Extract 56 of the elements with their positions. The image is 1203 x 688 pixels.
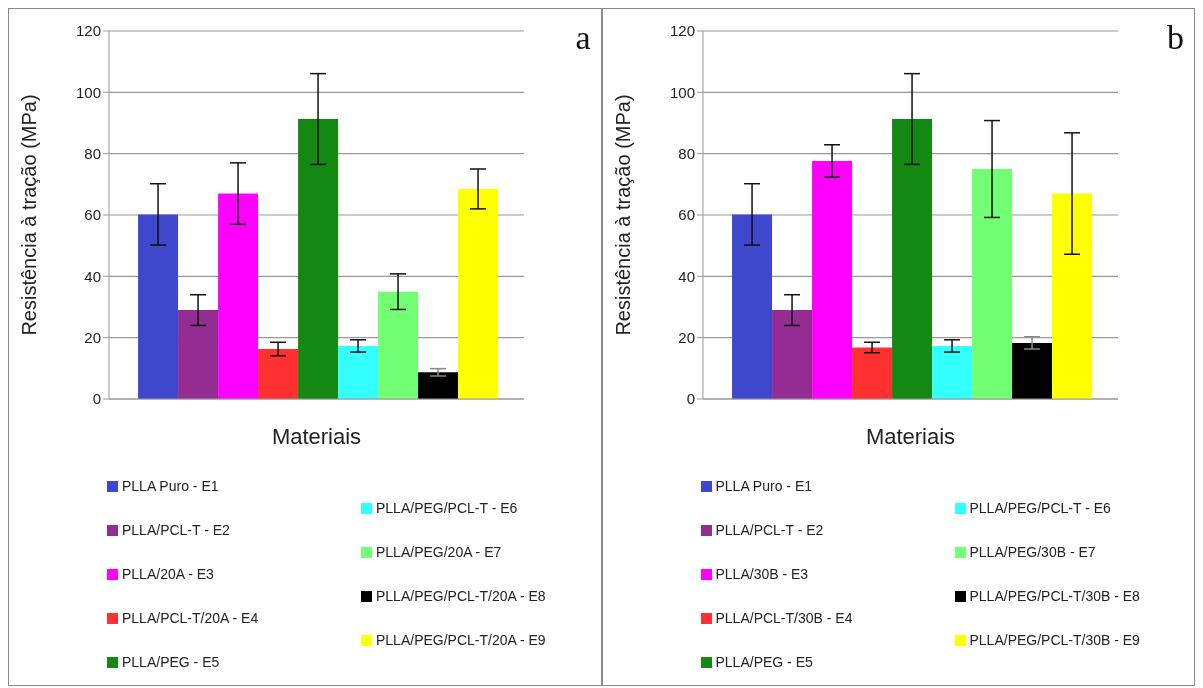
bar [731, 214, 772, 399]
y-tick-label: 60 [677, 206, 695, 224]
legend-label: PLLA/PEG - E5 [122, 654, 220, 670]
bar [811, 161, 852, 399]
y-tick-label: 0 [92, 390, 101, 408]
legend-label: PLLA/PEG/PCL-T/30B - E9 [969, 632, 1140, 648]
y-tick-label: 100 [669, 83, 695, 101]
text: a [575, 19, 591, 57]
bar [178, 310, 219, 399]
y-tick-label: 40 [677, 267, 695, 285]
legend-label: PLLA Puro - E1 [715, 478, 813, 494]
legend-label: PLLA/PCL-T - E2 [715, 522, 824, 538]
legend-label: PLLA/PEG/PCL-T/20A - E9 [376, 632, 546, 648]
y-axis-title: Resistência à tração (MPa) [18, 94, 41, 336]
bar [418, 372, 459, 399]
legend-label: PLLA/30B - E3 [715, 566, 809, 582]
y-tick-label: 20 [677, 328, 695, 346]
bar [891, 119, 932, 399]
legend-label: PLLA/PEG/PCL-T/20A - E8 [376, 588, 546, 604]
bar [931, 345, 972, 399]
y-tick-label: 80 [677, 144, 695, 162]
legend-label: PLLA/PCL-T - E2 [122, 522, 230, 538]
bar [378, 291, 419, 399]
legend-label: PLLA/PCL-T/20A - E4 [122, 610, 259, 626]
legend-label: PLLA Puro - E1 [122, 478, 219, 494]
bar [458, 188, 499, 399]
x-axis-title: Materiais [865, 424, 955, 449]
y-tick-label: 60 [84, 206, 101, 224]
y-tick-label: 0 [686, 390, 695, 408]
legend-label: PLLA/PEG/20A - E7 [376, 544, 502, 560]
y-tick-label: 120 [75, 22, 101, 40]
legend-label: PLLA/20A - E3 [122, 566, 214, 582]
bar [1051, 193, 1092, 399]
legend-label: PLLA/PEG/PCL-T - E6 [969, 500, 1111, 516]
bar [851, 347, 892, 399]
bar [971, 169, 1012, 399]
y-tick-label: 120 [669, 22, 695, 40]
text: b [1167, 19, 1184, 57]
y-tick-label: 40 [84, 267, 101, 285]
bar [338, 345, 379, 399]
bar [1011, 342, 1052, 399]
legend-label: PLLA/PCL-T/30B - E4 [715, 610, 853, 626]
bar [771, 310, 812, 399]
y-axis-title: Resistência à tração (MPa) [611, 94, 634, 336]
legend-label: PLLA/PEG/PCL-T - E6 [376, 500, 518, 516]
legend-label: PLLA/PEG/30B - E7 [969, 544, 1096, 560]
legend-label: PLLA/PEG - E5 [715, 654, 813, 670]
bar [138, 214, 179, 399]
bar [298, 119, 339, 399]
legend-label: PLLA/PEG/PCL-T/30B - E8 [969, 588, 1140, 604]
y-tick-label: 100 [75, 83, 101, 101]
bar [218, 193, 259, 399]
bar [258, 349, 299, 399]
y-tick-label: 80 [84, 144, 101, 162]
x-axis-title: Materiais [271, 424, 362, 449]
y-tick-label: 20 [84, 328, 101, 346]
